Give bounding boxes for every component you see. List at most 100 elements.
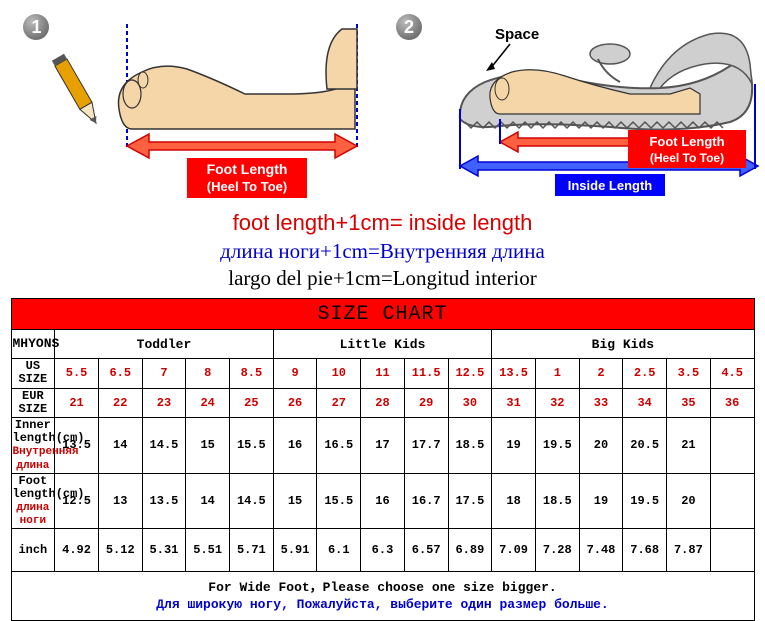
il-4: 15.5 bbox=[230, 417, 274, 473]
eur-size-label: EUR SIZE bbox=[11, 388, 55, 417]
eur-9: 30 bbox=[448, 388, 492, 417]
in-10: 7.09 bbox=[492, 529, 536, 572]
eur-8: 29 bbox=[404, 388, 448, 417]
fl-4: 14.5 bbox=[230, 473, 274, 529]
brand-cell: MHYONS bbox=[11, 330, 55, 359]
fl-3: 14 bbox=[186, 473, 230, 529]
fl-13: 19.5 bbox=[623, 473, 667, 529]
eur-14: 35 bbox=[667, 388, 711, 417]
eur-3: 24 bbox=[186, 388, 230, 417]
il-6: 16.5 bbox=[317, 417, 361, 473]
formula-block: foot length+1cm= inside length длина ног… bbox=[0, 207, 765, 298]
us-8: 11.5 bbox=[404, 359, 448, 388]
eur-7: 28 bbox=[361, 388, 405, 417]
eur-13: 34 bbox=[623, 388, 667, 417]
in-9: 6.89 bbox=[448, 529, 492, 572]
diagram-1: 1 bbox=[17, 8, 375, 203]
us-12: 2 bbox=[579, 359, 623, 388]
eur-size-row: EUR SIZE 21 22 23 24 25 26 27 28 29 30 3… bbox=[11, 388, 754, 417]
measurement-diagrams: 1 bbox=[0, 0, 765, 207]
eur-6: 27 bbox=[317, 388, 361, 417]
in-1: 5.12 bbox=[98, 529, 142, 572]
us-9: 12.5 bbox=[448, 359, 492, 388]
inner-length-row: Inner length(cm) Внутренняя длина 13.5 1… bbox=[11, 417, 754, 473]
in-15 bbox=[710, 529, 754, 572]
in-12: 7.48 bbox=[579, 529, 623, 572]
inch-label: inch bbox=[11, 529, 55, 572]
us-size-label: US SIZE bbox=[11, 359, 55, 388]
us-15: 4.5 bbox=[710, 359, 754, 388]
il-14: 21 bbox=[667, 417, 711, 473]
il-12: 20 bbox=[579, 417, 623, 473]
il-0: 13.5 bbox=[55, 417, 99, 473]
footer-row: For Wide Foot，Please choose one size big… bbox=[11, 572, 754, 621]
in-4: 5.71 bbox=[230, 529, 274, 572]
fl-12: 19 bbox=[579, 473, 623, 529]
svg-text:(Heel To Toe): (Heel To Toe) bbox=[650, 151, 724, 165]
us-3: 8 bbox=[186, 359, 230, 388]
eur-1: 22 bbox=[98, 388, 142, 417]
footer-note: For Wide Foot，Please choose one size big… bbox=[11, 572, 754, 621]
group-toddler: Toddler bbox=[55, 330, 274, 359]
il-8: 17.7 bbox=[404, 417, 448, 473]
footer-ru: Для широкую ногу, Пожалуйста, выберите о… bbox=[156, 597, 608, 612]
in-2: 5.31 bbox=[142, 529, 186, 572]
us-7: 11 bbox=[361, 359, 405, 388]
fl-8: 16.7 bbox=[404, 473, 448, 529]
foot-length-label-1: Foot Length bbox=[207, 161, 288, 177]
fl-9: 17.5 bbox=[448, 473, 492, 529]
eur-12: 33 bbox=[579, 388, 623, 417]
foot-length-row: Foot length(cm) длина ноги 12.5 13 13.5 … bbox=[11, 473, 754, 529]
foot-length-label-cell: Foot length(cm) длина ноги bbox=[11, 473, 55, 529]
formula-es: largo del pie+1cm=Longitud interior bbox=[0, 265, 765, 292]
il-11: 19.5 bbox=[535, 417, 579, 473]
group-little-kids: Little Kids bbox=[273, 330, 492, 359]
il-15 bbox=[710, 417, 754, 473]
il-13: 20.5 bbox=[623, 417, 667, 473]
eur-10: 31 bbox=[492, 388, 536, 417]
us-13: 2.5 bbox=[623, 359, 667, 388]
il-10: 19 bbox=[492, 417, 536, 473]
fl-5: 15 bbox=[273, 473, 317, 529]
fl-10: 18 bbox=[492, 473, 536, 529]
in-13: 7.68 bbox=[623, 529, 667, 572]
us-6: 10 bbox=[317, 359, 361, 388]
in-8: 6.57 bbox=[404, 529, 448, 572]
inside-length-diagram: Space bbox=[400, 14, 760, 204]
in-3: 5.51 bbox=[186, 529, 230, 572]
space-label: Space bbox=[495, 26, 539, 43]
in-11: 7.28 bbox=[535, 529, 579, 572]
diagram-2: 2 Space bbox=[390, 8, 748, 203]
eur-4: 25 bbox=[230, 388, 274, 417]
us-11: 1 bbox=[535, 359, 579, 388]
us-4: 8.5 bbox=[230, 359, 274, 388]
il-7: 17 bbox=[361, 417, 405, 473]
eur-11: 32 bbox=[535, 388, 579, 417]
il-5: 16 bbox=[273, 417, 317, 473]
size-chart-table: SIZE CHART MHYONS Toddler Little Kids Bi… bbox=[11, 298, 755, 621]
us-1: 6.5 bbox=[98, 359, 142, 388]
eur-0: 21 bbox=[55, 388, 99, 417]
il-9: 18.5 bbox=[448, 417, 492, 473]
us-5: 9 bbox=[273, 359, 317, 388]
footer-en: For Wide Foot，Please choose one size big… bbox=[208, 580, 556, 595]
foot-length-diagram: Foot Length (Heel To Toe) bbox=[37, 14, 377, 204]
svg-text:Foot Length: Foot Length bbox=[649, 134, 724, 149]
in-14: 7.87 bbox=[667, 529, 711, 572]
group-header-row: MHYONS Toddler Little Kids Big Kids bbox=[11, 330, 754, 359]
il-2: 14.5 bbox=[142, 417, 186, 473]
fl-11: 18.5 bbox=[535, 473, 579, 529]
eur-15: 36 bbox=[710, 388, 754, 417]
us-10: 13.5 bbox=[492, 359, 536, 388]
fl-7: 16 bbox=[361, 473, 405, 529]
fl-14: 20 bbox=[667, 473, 711, 529]
fl-0: 12.5 bbox=[55, 473, 99, 529]
chart-title: SIZE CHART bbox=[11, 299, 754, 330]
in-5: 5.91 bbox=[273, 529, 317, 572]
fl-15 bbox=[710, 473, 754, 529]
in-6: 6.1 bbox=[317, 529, 361, 572]
fl-6: 15.5 bbox=[317, 473, 361, 529]
formula-ru: длина ноги+1cm=Внутренняя длина bbox=[0, 238, 765, 265]
us-2: 7 bbox=[142, 359, 186, 388]
fl-2: 13.5 bbox=[142, 473, 186, 529]
